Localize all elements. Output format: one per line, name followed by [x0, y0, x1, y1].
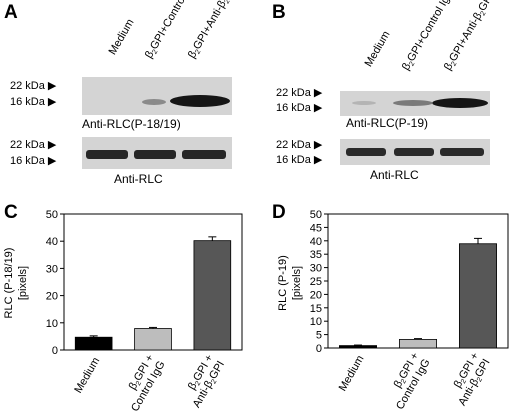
panel-c-ytick-label: 0: [52, 345, 58, 357]
panel-b-marker-22: 22 kDa ▶: [276, 87, 323, 99]
panel-c-ytick-label: 10: [46, 318, 58, 330]
panel-d-bar-2: [398, 339, 437, 349]
panel-a-marker-16b: 16 kDa ▶: [10, 155, 57, 167]
panel-d-ytick-label: 20: [310, 289, 322, 301]
panel-a-blot-phospho-label: Anti-RLC(P-18/19): [82, 117, 181, 131]
panel-d-letter: D: [272, 202, 286, 223]
panel-c-xtick-label-1: Medium: [72, 356, 102, 396]
panel-a-blot-total-label: Anti-RLC: [114, 172, 163, 186]
panel-b-blot-phospho: [340, 91, 490, 116]
panel-b-blot-phospho-label: Anti-RLC(P-19): [346, 116, 429, 130]
panel-d-ytick-label: 5: [316, 330, 322, 342]
panel-c-bar-2: [134, 328, 172, 351]
panel-b-lane-medium: Medium: [362, 29, 393, 69]
panel-c-ylabel-line2: [pixels]: [17, 266, 29, 300]
panel-d-bar-3: [458, 243, 497, 349]
panel-b-blot-total-label: Anti-RLC: [370, 168, 419, 182]
panel-d-ylabel-line1: RLC (P-19): [277, 255, 289, 311]
panel-a-marker-22: 22 kDa ▶: [10, 80, 57, 92]
panel-c-ytick-label: 30: [46, 263, 58, 275]
panel-a-marker-22b: 22 kDa ▶: [10, 139, 57, 151]
panel-d-ytick-label: 50: [310, 209, 322, 221]
panel-a-lane-anti: β2GPI+Anti-β2GPI: [186, 0, 240, 61]
panel-d-ylabel-line2: [pixels]: [291, 266, 303, 300]
panel-d-xtick-label-2: β2GPI +Control IgG: [383, 351, 433, 412]
panel-b-letter: B: [272, 2, 286, 23]
panel-c-ytick-label: 20: [46, 291, 58, 303]
panel-b-marker-22b: 22 kDa ▶: [276, 139, 323, 151]
panel-a-letter: A: [4, 2, 18, 23]
panel-d-ytick-label: 40: [310, 236, 322, 248]
panel-c-bar-chart: RLC (P-18/19) [pixels] 0 10 20 30 40 50 Medium…: [3, 209, 243, 414]
panel-c-bar-3: [193, 240, 232, 351]
panel-c-xtick-label-3: β2GPI +Anti-β2GPI: [179, 353, 227, 411]
panel-d-ytick-label: 0: [316, 343, 322, 355]
panel-c-letter: C: [4, 202, 18, 223]
panel-d-xtick-label-1: Medium: [337, 354, 367, 394]
panel-a-blot-phospho: [82, 77, 232, 115]
panel-c-bar-1: [74, 336, 113, 351]
panel-b-marker-16: 16 kDa ▶: [276, 102, 323, 114]
panel-a-marker-16: 16 kDa ▶: [10, 96, 57, 108]
panel-d-ytick-label: 45: [310, 222, 322, 234]
panel-c-ytick-label: 40: [46, 236, 58, 248]
panel-d-ytick-label: 30: [310, 263, 322, 275]
panel-d-ytick-label: 10: [310, 316, 322, 328]
panel-d-ytick-label: 15: [310, 303, 322, 315]
panel-c-ylabel-line1: RLC (P-18/19): [3, 248, 15, 319]
panel-b-lane-anti: β2GPI+Anti-β2GPI: [442, 0, 497, 73]
panel-a-blot-total: [82, 137, 232, 169]
panel-d-ytick-label: 25: [310, 276, 322, 288]
panel-c-xtick-label-2: β2GPI +Control IgG: [118, 353, 168, 414]
panel-d-bar-1: [339, 345, 378, 349]
panel-b-marker-16b: 16 kDa ▶: [276, 154, 323, 166]
panel-a-lane-medium: Medium: [106, 17, 137, 57]
panel-c-ytick-label: 50: [46, 209, 58, 221]
panel-b-blot-total: [340, 139, 490, 165]
panel-d-xtick-label-3: β2GPI +Anti-β2GPI: [445, 351, 493, 409]
panel-d-ytick-label: 35: [310, 249, 322, 261]
